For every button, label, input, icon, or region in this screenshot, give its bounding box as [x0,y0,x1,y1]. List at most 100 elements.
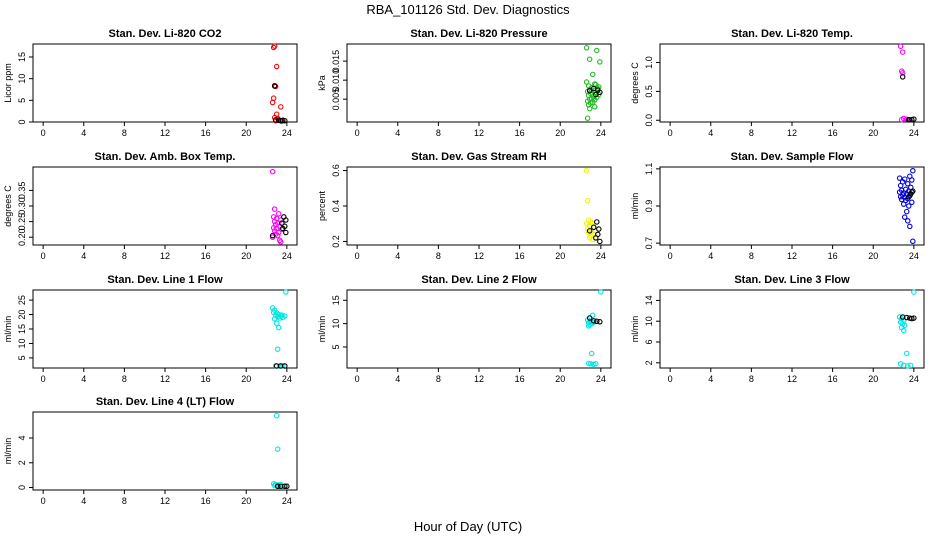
x-tick-label: 0 [41,496,46,506]
data-point [278,239,284,245]
data-point [584,197,591,204]
plot-frame [32,411,298,491]
data-point [592,104,598,110]
data-point [594,47,600,54]
x-tick-label: 4 [708,128,713,138]
x-tick-label: 4 [81,251,86,261]
y-tick-label: 0.0 [644,114,654,127]
data-point [597,59,603,65]
data-point [271,316,278,322]
x-tick-label: 8 [122,128,127,138]
plot-frame [659,43,925,123]
x-tick-label: 12 [787,128,797,138]
y-tick-label: 15 [17,324,27,334]
y-tick-label: 0.2 [331,235,341,248]
data-point [588,350,595,357]
y-axis-label: kPa [317,75,327,91]
x-tick-label: 12 [787,374,797,384]
x-tick-label: 24 [596,128,606,138]
x-tick-label: 0 [355,374,360,384]
series-avg [899,314,917,322]
x-tick-label: 4 [708,374,713,384]
x-tick-label: 8 [436,128,441,138]
x-tick-label: 24 [909,251,919,261]
x-tick-label: 8 [436,374,441,384]
panel-3: Stan. Dev. Li-820 Temp. 0 4 8 12 16 20 24 0.0 0.5… [630,28,925,138]
y-tick-label: 6 [644,339,654,344]
data-point [269,232,276,239]
data-point [280,225,286,232]
y-tick-label: 0.7 [644,237,654,250]
panel-title: Stan. Dev. Line 4 (LT) Flow [96,396,235,408]
data-point [283,217,289,223]
data-point [593,235,599,241]
y-tick-label: 25 [17,295,27,305]
x-tick-label: 20 [555,128,565,138]
x-tick-label: 12 [474,251,484,261]
y-axis-label: ml/min [630,193,640,220]
x-tick-label: 12 [160,128,170,138]
data-point [586,56,593,62]
y-tick-label: 0.35 [17,182,27,200]
data-point [278,117,284,124]
y-tick-label: 1.1 [644,163,654,176]
data-point [278,217,284,223]
y-tick-label: 0.5 [644,85,654,98]
y-axis-label: percent [317,190,327,221]
data-point [271,206,278,212]
y-tick-label: 10 [331,319,341,329]
data-point [596,226,602,232]
y-tick-label: 0.30 [17,197,27,215]
y-tick-label: 15 [17,52,27,62]
data-point [274,346,281,352]
series-main [897,43,910,123]
data-point [282,313,288,319]
x-tick-label: 8 [749,128,754,138]
data-point [280,362,286,369]
data-point [586,228,593,234]
x-tick-label: 20 [868,128,878,138]
data-point [593,91,599,98]
data-point [911,315,917,321]
series-main [269,289,289,369]
x-tick-label: 24 [282,496,292,506]
series-avg [586,85,603,98]
x-tick-label: 16 [828,374,838,384]
data-point [903,350,910,357]
x-tick-label: 20 [868,251,878,261]
data-point [283,229,289,236]
y-axis-label: ml/min [630,316,640,343]
y-tick-label: 0 [17,485,27,490]
x-tick-label: 4 [708,251,713,261]
panel-title: Stan. Dev. Li-820 CO2 [109,28,222,40]
y-tick-label: 2 [17,460,27,465]
panel-9: Stan. Dev. Line 3 Flow 0 4 8 12 16 20 24 2 6 10 14 m… [630,274,925,384]
series-avg [273,363,288,369]
panel-title: Stan. Dev. Line 3 Flow [734,274,850,286]
data-point [278,104,284,110]
series-avg [906,188,916,200]
data-point [590,224,597,231]
data-point [282,483,288,490]
y-tick-label: 10 [644,316,654,326]
x-tick-label: 12 [160,251,170,261]
x-tick-label: 12 [160,496,170,506]
x-tick-label: 0 [355,128,360,138]
y-tick-label: 14 [644,295,654,305]
series-avg [899,74,917,123]
y-tick-label: 1.0 [644,56,654,69]
y-tick-label: 0.20 [17,228,27,246]
x-tick-label: 24 [282,128,292,138]
data-point [897,43,904,50]
data-point [598,289,604,295]
y-tick-label: 0.010 [331,69,341,92]
y-tick-label: 4 [17,435,27,440]
series-avg [586,315,603,325]
panel-5: Stan. Dev. Gas Stream RH 0 4 8 12 16 20 24 0.2 0.… [317,151,612,261]
plot-frame [32,43,298,123]
series-avg [269,214,289,239]
y-axis-label: ml/min [3,316,13,343]
figure-title: RBA_101126 Std. Dev. Diagnostics [366,2,570,17]
panel-title: Stan. Dev. Li-820 Pressure [410,28,547,40]
